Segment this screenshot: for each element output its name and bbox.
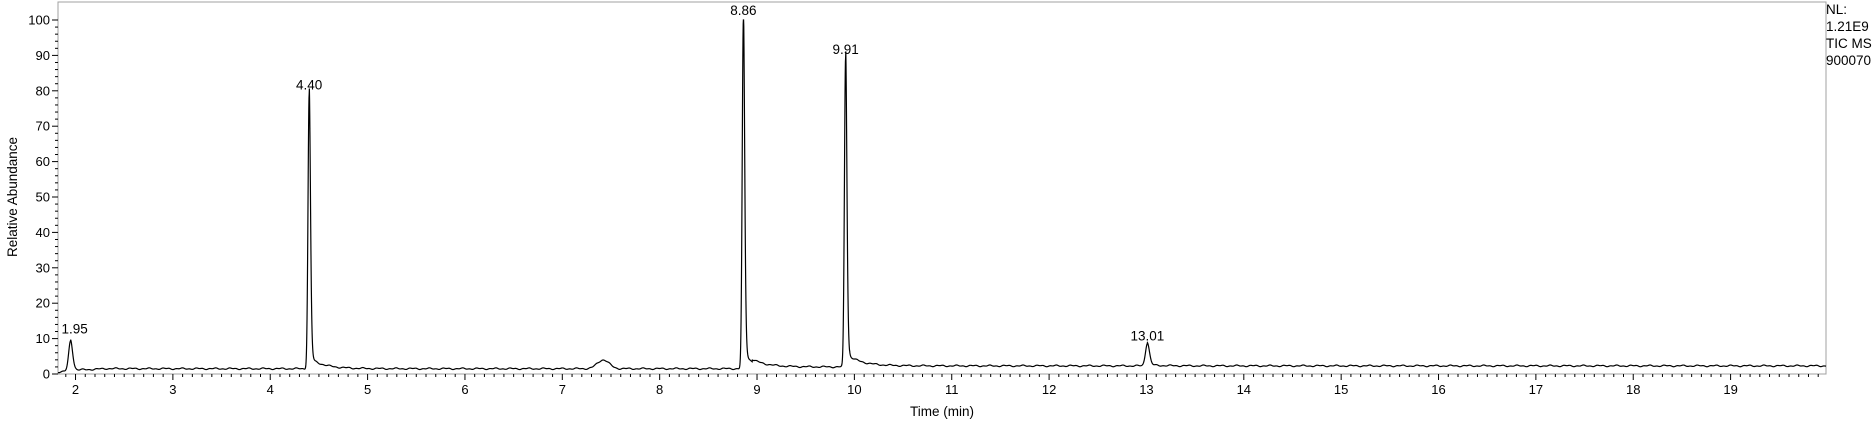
- peak-label: 8.86: [730, 3, 756, 18]
- x-axis: 2 3 4 5 6 7 8 9 10 11 12 13 14 15 16 17 18 19: [65, 374, 1819, 397]
- scan-info-panel: NL: 1.21E9 TIC MS 900070: [1826, 1, 1872, 69]
- y-tick-label: 60: [36, 154, 50, 169]
- y-axis: 0 10 20 30 40 50 60 70 80 90 100: [28, 13, 58, 382]
- x-tick-label: 19: [1723, 382, 1737, 397]
- file-name: 900070: [1826, 53, 1872, 68]
- x-tick-label: 7: [559, 382, 566, 397]
- y-tick-label: 90: [36, 48, 50, 63]
- peak-label: 4.40: [296, 77, 322, 92]
- y-tick-label: 10: [36, 331, 50, 346]
- peak-label: 9.91: [832, 42, 858, 57]
- scan-filter: TIC MS: [1826, 36, 1872, 51]
- peak-label: 13.01: [1131, 329, 1165, 344]
- y-tick-label: 40: [36, 225, 50, 240]
- tic-trace-line: [57, 19, 1827, 374]
- peak-label: 1.95: [62, 322, 88, 337]
- nl-label: NL:: [1826, 2, 1848, 17]
- x-tick-label: 8: [656, 382, 663, 397]
- peak-labels: 1.95 4.40 8.86 9.91 13.01: [62, 3, 1165, 344]
- x-tick-label: 13: [1139, 382, 1153, 397]
- x-tick-label: 11: [945, 382, 959, 397]
- x-tick-label: 14: [1237, 382, 1251, 397]
- x-tick-label: 2: [72, 382, 79, 397]
- x-tick-label: 4: [267, 382, 274, 397]
- x-axis-title: Time (min): [910, 404, 974, 419]
- x-tick-label: 17: [1529, 382, 1543, 397]
- y-tick-label: 100: [28, 13, 50, 28]
- y-tick-label: 50: [36, 190, 50, 205]
- x-tick-label: 10: [847, 382, 861, 397]
- x-tick-label: 5: [364, 382, 371, 397]
- y-tick-label: 0: [43, 367, 50, 382]
- y-tick-label: 30: [36, 260, 50, 275]
- x-tick-label: 18: [1626, 382, 1640, 397]
- x-tick-label: 12: [1042, 382, 1056, 397]
- nl-value: 1.21E9: [1826, 19, 1869, 34]
- x-tick-label: 9: [753, 382, 760, 397]
- y-tick-label: 70: [36, 119, 50, 134]
- x-tick-label: 6: [461, 382, 468, 397]
- x-tick-label: 3: [169, 382, 176, 397]
- y-axis-title: Relative Abundance: [5, 137, 20, 257]
- y-tick-label: 20: [36, 296, 50, 311]
- x-tick-label: 16: [1431, 382, 1445, 397]
- y-tick-label: 80: [36, 83, 50, 98]
- x-tick-label: 15: [1334, 382, 1348, 397]
- plot-frame: [57, 1, 1827, 375]
